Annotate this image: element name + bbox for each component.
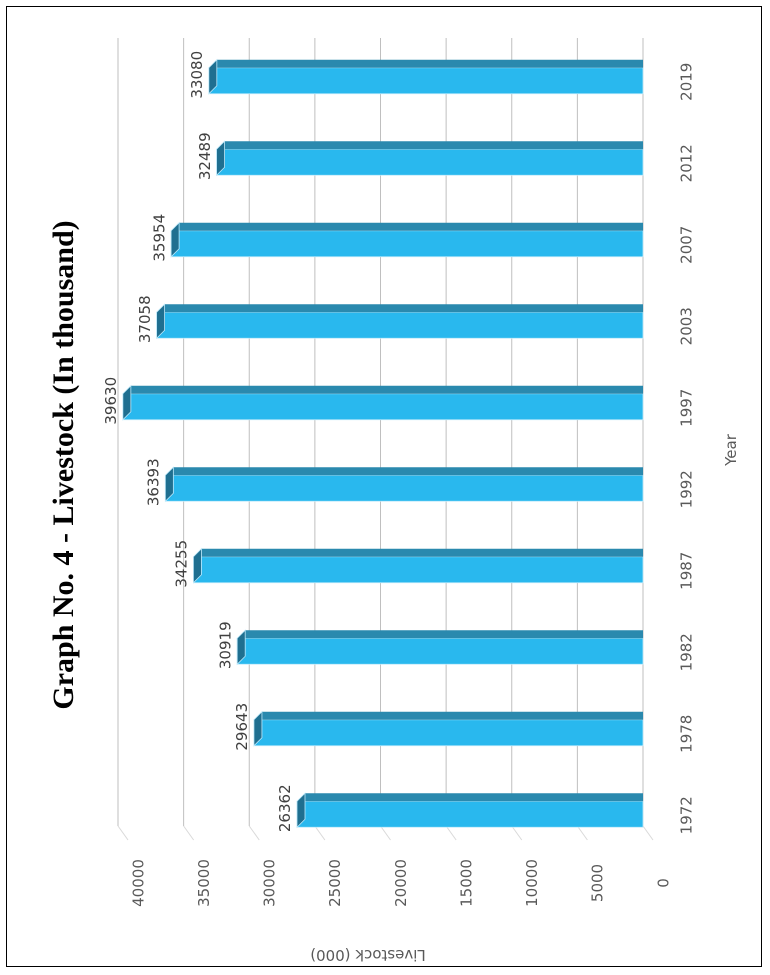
x-tick-label: 2019	[677, 63, 695, 101]
bar-end	[122, 384, 132, 421]
bar-top	[237, 630, 644, 639]
bar-top	[165, 467, 644, 476]
bar	[156, 303, 644, 340]
gridline-depth	[445, 825, 457, 841]
bar-top	[193, 548, 643, 557]
bar-top	[216, 141, 643, 150]
bar-front	[236, 637, 644, 665]
bar-front	[208, 67, 644, 95]
bar	[296, 792, 644, 829]
x-axis-title: Year	[722, 433, 740, 467]
data-label: 35954	[150, 214, 168, 262]
data-label: 34255	[173, 540, 191, 588]
x-tick-label: 1982	[677, 633, 695, 671]
chart-frame	[6, 6, 762, 967]
bar-top	[171, 222, 643, 231]
bar	[170, 221, 644, 258]
bar	[216, 140, 644, 177]
x-tick-labels: 1972 1978 1982 1987 1992 1997 2003 2007 2012 2019	[677, 63, 695, 835]
gridline-depth	[183, 825, 195, 841]
chart-title: Graph No. 4 - Livestock (In thousand)	[47, 220, 80, 709]
bar-top	[253, 711, 644, 720]
gridline-depth	[380, 825, 391, 841]
data-label: 29643	[233, 703, 251, 751]
y-tick-label: 0	[654, 878, 672, 888]
x-tick-label: 1978	[677, 715, 695, 753]
x-tick-label: 1972	[677, 796, 695, 834]
bar-top	[296, 793, 643, 802]
y-tick-label: 30000	[261, 859, 279, 907]
bar-end	[164, 466, 174, 503]
bar	[122, 384, 644, 421]
bar-front	[296, 800, 644, 828]
bar-end	[156, 303, 166, 340]
y-tick-label: 35000	[195, 859, 213, 907]
bar-front	[253, 719, 644, 747]
y-tick-label: 25000	[326, 859, 344, 907]
data-label: 33080	[188, 51, 206, 99]
y-tick-label: 40000	[129, 859, 147, 907]
y-axis-title: Livestock (000)	[310, 946, 426, 964]
y-tick-labels: 0 5000 10000 15000 20000 25000 30000 35000 40000	[129, 859, 672, 907]
gridline-depth	[642, 825, 654, 841]
bar-front	[122, 393, 644, 421]
bar-end	[236, 629, 246, 666]
gridline-depth	[117, 825, 129, 841]
data-label: 36393	[145, 458, 163, 506]
bar-end	[170, 221, 180, 258]
bar-end	[216, 140, 225, 177]
bar	[253, 710, 644, 747]
bar-front	[170, 230, 644, 258]
x-tick-label: 1997	[677, 389, 695, 427]
data-label: 37058	[136, 295, 154, 343]
x-tick-label: 1987	[677, 552, 695, 590]
bar-end	[208, 58, 218, 95]
x-tick-label: 2007	[677, 226, 695, 264]
bar	[164, 466, 644, 503]
y-tick-label: 15000	[457, 859, 475, 907]
x-tick-label: 2012	[677, 144, 695, 182]
bar-end	[193, 547, 202, 584]
bar	[236, 629, 644, 666]
data-labels: 26362 29643 30919 34255 36393 39630 37058 35954…	[102, 51, 294, 832]
bar-end	[253, 710, 263, 747]
gridline-depth	[576, 825, 588, 841]
data-label: 26362	[276, 784, 294, 832]
bar-front	[164, 474, 644, 502]
data-label: 39630	[102, 377, 120, 425]
bar	[193, 547, 644, 584]
bar-top	[122, 385, 643, 394]
x-tick-label: 1992	[677, 470, 695, 508]
bar-front	[156, 311, 644, 339]
data-label: 32489	[196, 132, 214, 180]
bar-front	[193, 556, 644, 584]
bar	[208, 58, 644, 95]
gridline-depth	[248, 825, 260, 841]
bars	[122, 58, 644, 829]
y-tick-label: 20000	[392, 859, 410, 907]
bar-end	[296, 792, 306, 829]
bar-top	[156, 304, 643, 313]
gridline-depth	[511, 825, 523, 841]
y-tick-label: 10000	[523, 859, 541, 907]
gridline-depth	[314, 825, 326, 841]
y-tick-label: 5000	[589, 864, 607, 902]
bar-front	[216, 148, 644, 176]
x-tick-label: 2003	[677, 307, 695, 345]
data-label: 30919	[216, 621, 234, 669]
bar-top	[208, 59, 643, 68]
